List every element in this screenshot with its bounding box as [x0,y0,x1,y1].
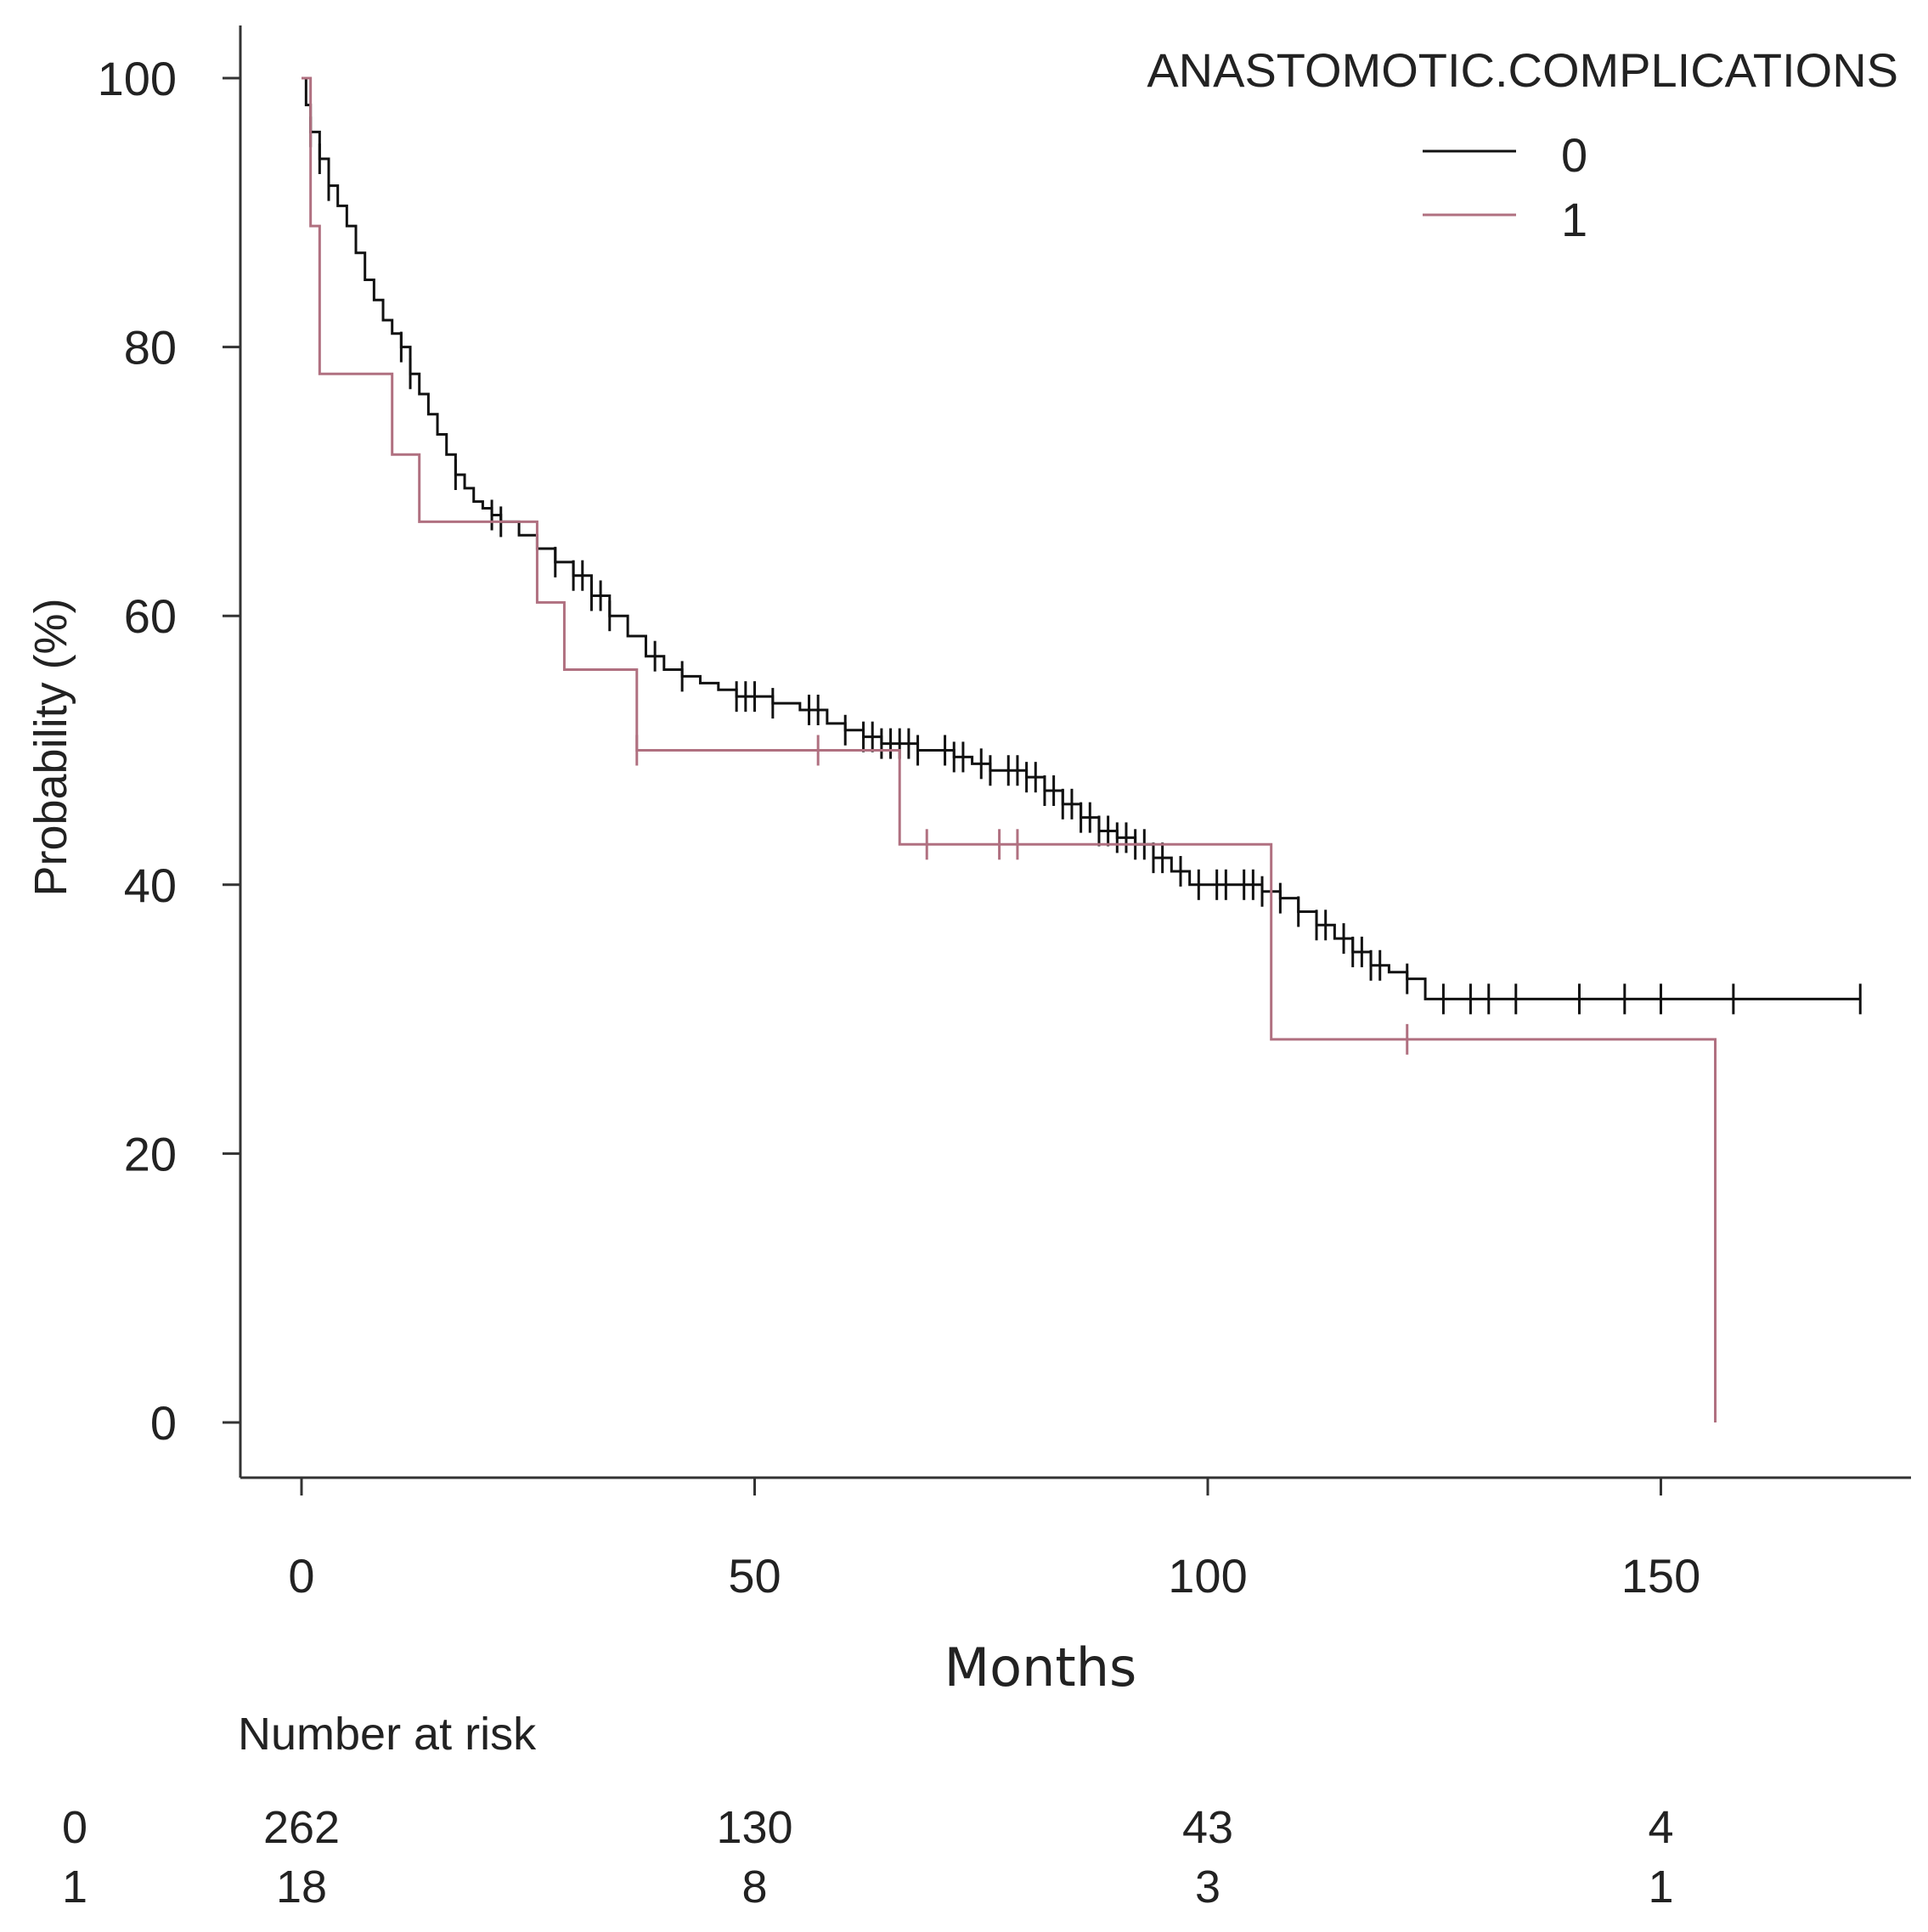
risk-value-0-0: 262 [263,1802,340,1853]
risk-value-0-100: 43 [1182,1802,1233,1853]
x-tick-label-50: 50 [728,1549,781,1602]
x-axis-ticks: 0 50 100 150 [288,1478,1700,1602]
y-tick-label-40: 40 [124,859,177,912]
x-tick-label-150: 150 [1621,1549,1700,1602]
legend: ANASTOMOTIC.COMPLICATIONS 0 1 [1147,43,1898,246]
risk-value-1-100: 3 [1195,1862,1221,1912]
y-tick-label-100: 100 [98,52,177,105]
risk-row-label-1: 1 [62,1862,87,1912]
risk-value-1-50: 8 [741,1862,767,1912]
legend-title: ANASTOMOTIC.COMPLICATIONS [1147,43,1898,97]
y-tick-label-20: 20 [124,1127,177,1180]
risk-value-0-50: 130 [716,1802,792,1853]
survival-curve-0 [302,76,1861,1000]
legend-label-1: 1 [1561,193,1587,246]
x-axis-title: Months [944,1636,1137,1698]
legend-label-0: 0 [1561,128,1587,182]
y-axis-ticks: 0 20 40 60 80 100 [98,52,240,1450]
y-tick-label-80: 80 [124,321,177,375]
risk-value-1-150: 1 [1648,1862,1673,1912]
y-tick-label-0: 0 [150,1396,177,1450]
risk-table: Number at risk 0 262 130 43 4 1 18 8 3 1 [62,1709,1674,1912]
x-tick-label-100: 100 [1168,1549,1247,1602]
survival-curves [302,76,1862,1422]
risk-row-label-0: 0 [62,1802,87,1853]
y-axis-title: Probability (%) [25,598,76,896]
risk-table-title: Number at risk [238,1709,537,1760]
risk-value-0-150: 4 [1648,1802,1673,1853]
x-tick-label-0: 0 [288,1549,314,1602]
y-tick-label-60: 60 [124,589,177,643]
survival-curve-1 [302,76,1717,1422]
risk-value-1-0: 18 [276,1862,327,1912]
